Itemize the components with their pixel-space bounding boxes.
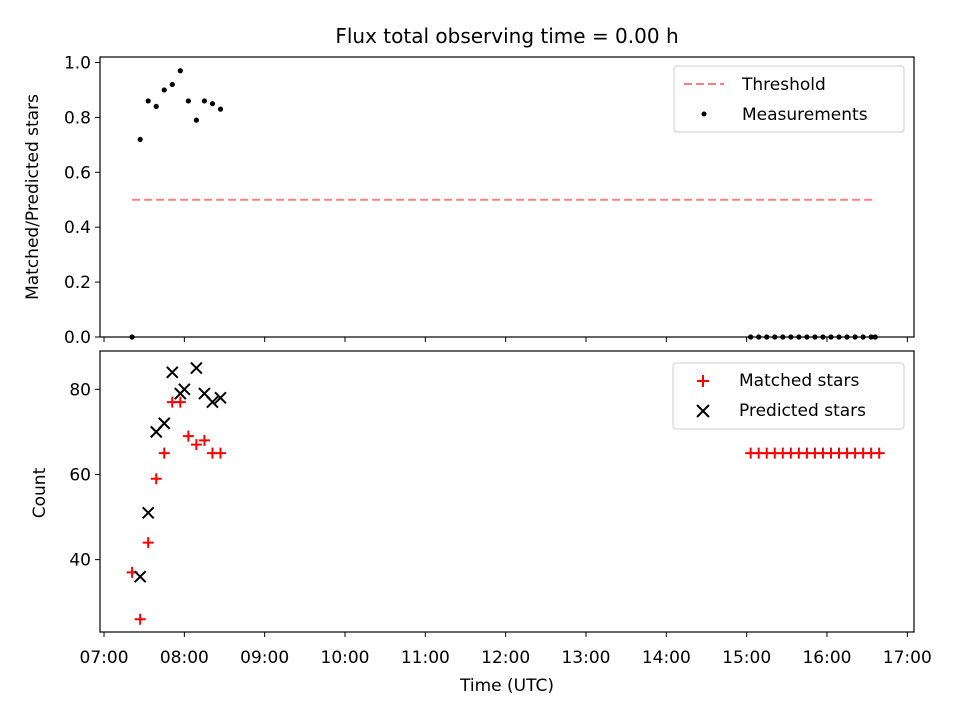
top-y-tick-label: 1.0: [64, 53, 91, 73]
x-tick-label: 15:00: [722, 648, 771, 668]
matched-star-point: [142, 537, 154, 549]
top-y-tick-label: 0.4: [64, 218, 91, 238]
matched-legend-label: Matched stars: [739, 371, 859, 391]
top-y-axis-label: Matched/Predicted stars: [23, 94, 43, 300]
x-tick-label: 16:00: [802, 648, 851, 668]
measurement-point: [217, 106, 224, 112]
bottom-panel: 07:00 08:00 09:00 10:00 11:00 12:00 13:00 14:00…: [30, 350, 932, 696]
matched-star-point: [150, 473, 162, 485]
matched-star-point: [214, 447, 226, 459]
top-y-tick-label: 0.0: [64, 328, 91, 348]
measurements-legend-label: Measurements: [742, 105, 868, 125]
matched-star-point: [190, 439, 202, 451]
top-y-tick-label: 0.6: [64, 163, 91, 183]
measurement-point: [209, 101, 216, 107]
threshold-legend-label: Threshold: [741, 75, 826, 95]
bottom-y-tick-label: 80: [69, 380, 91, 400]
predicted-star-point: [206, 395, 219, 409]
predicted-star-point: [190, 361, 203, 375]
matched-star-point: [174, 396, 186, 408]
top-panel: 0.0 0.2 0.4 0.6 0.8 1.0 Matched/Predicted sta…: [23, 53, 915, 348]
x-tick-label: 10:00: [321, 648, 370, 668]
matched-star-point: [182, 430, 194, 442]
matched-star-point: [134, 613, 146, 625]
measurement-point: [153, 103, 159, 110]
measurement-point: [193, 117, 199, 123]
bottom-plot-frame: [99, 350, 915, 633]
predicted-star-point: [141, 506, 155, 519]
bottom-y-axis-label: Count: [30, 467, 50, 518]
bottom-legend-box: [672, 362, 905, 430]
top-legend-box: [673, 65, 905, 133]
matched-star-point: [873, 447, 885, 459]
measurement-point: [145, 98, 151, 104]
x-axis-label: Time (UTC): [459, 676, 554, 696]
matched-star-point: [198, 434, 210, 446]
top-y-tick-label: 0.8: [64, 108, 91, 128]
chart-title: Flux total observing time = 0.00 h: [335, 24, 678, 48]
matched-legend-swatch: [697, 375, 709, 387]
measurement-point: [169, 81, 175, 88]
x-tick-label: 17:00: [883, 648, 932, 668]
x-tick-label: 08:00: [160, 648, 209, 668]
x-tick-label: 07:00: [80, 648, 129, 668]
predicted-star-point: [178, 383, 191, 396]
measurement-point: [137, 136, 143, 142]
predicted-star-point: [166, 366, 179, 379]
measurement-point: [177, 68, 183, 74]
matched-star-point: [158, 447, 170, 459]
predicted-star-point: [214, 391, 227, 405]
top-legend: Threshold Measurements: [673, 65, 905, 133]
predicted-star-point: [158, 417, 171, 430]
x-tick-label: 09:00: [240, 648, 289, 668]
x-tick-label: 12:00: [481, 648, 530, 668]
top-plot-frame: [99, 56, 915, 338]
top-y-tick-label: 0.2: [64, 273, 91, 293]
measurement-point: [185, 98, 191, 104]
bottom-y-tick-label: 60: [69, 465, 91, 485]
x-tick-label: 14:00: [642, 648, 691, 668]
predicted-star-point: [133, 570, 147, 583]
bottom-y-tick-label: 40: [69, 551, 91, 571]
measurement-point: [161, 87, 167, 93]
x-tick-label: 11:00: [401, 648, 450, 668]
predicted-legend-swatch: [696, 404, 710, 418]
measurement-point: [201, 98, 208, 104]
measurements-legend-swatch: [701, 111, 707, 117]
bottom-legend: Matched stars Predicted stars: [672, 362, 905, 430]
predicted-legend-label: Predicted stars: [739, 401, 866, 421]
x-tick-label: 13:00: [561, 648, 610, 668]
